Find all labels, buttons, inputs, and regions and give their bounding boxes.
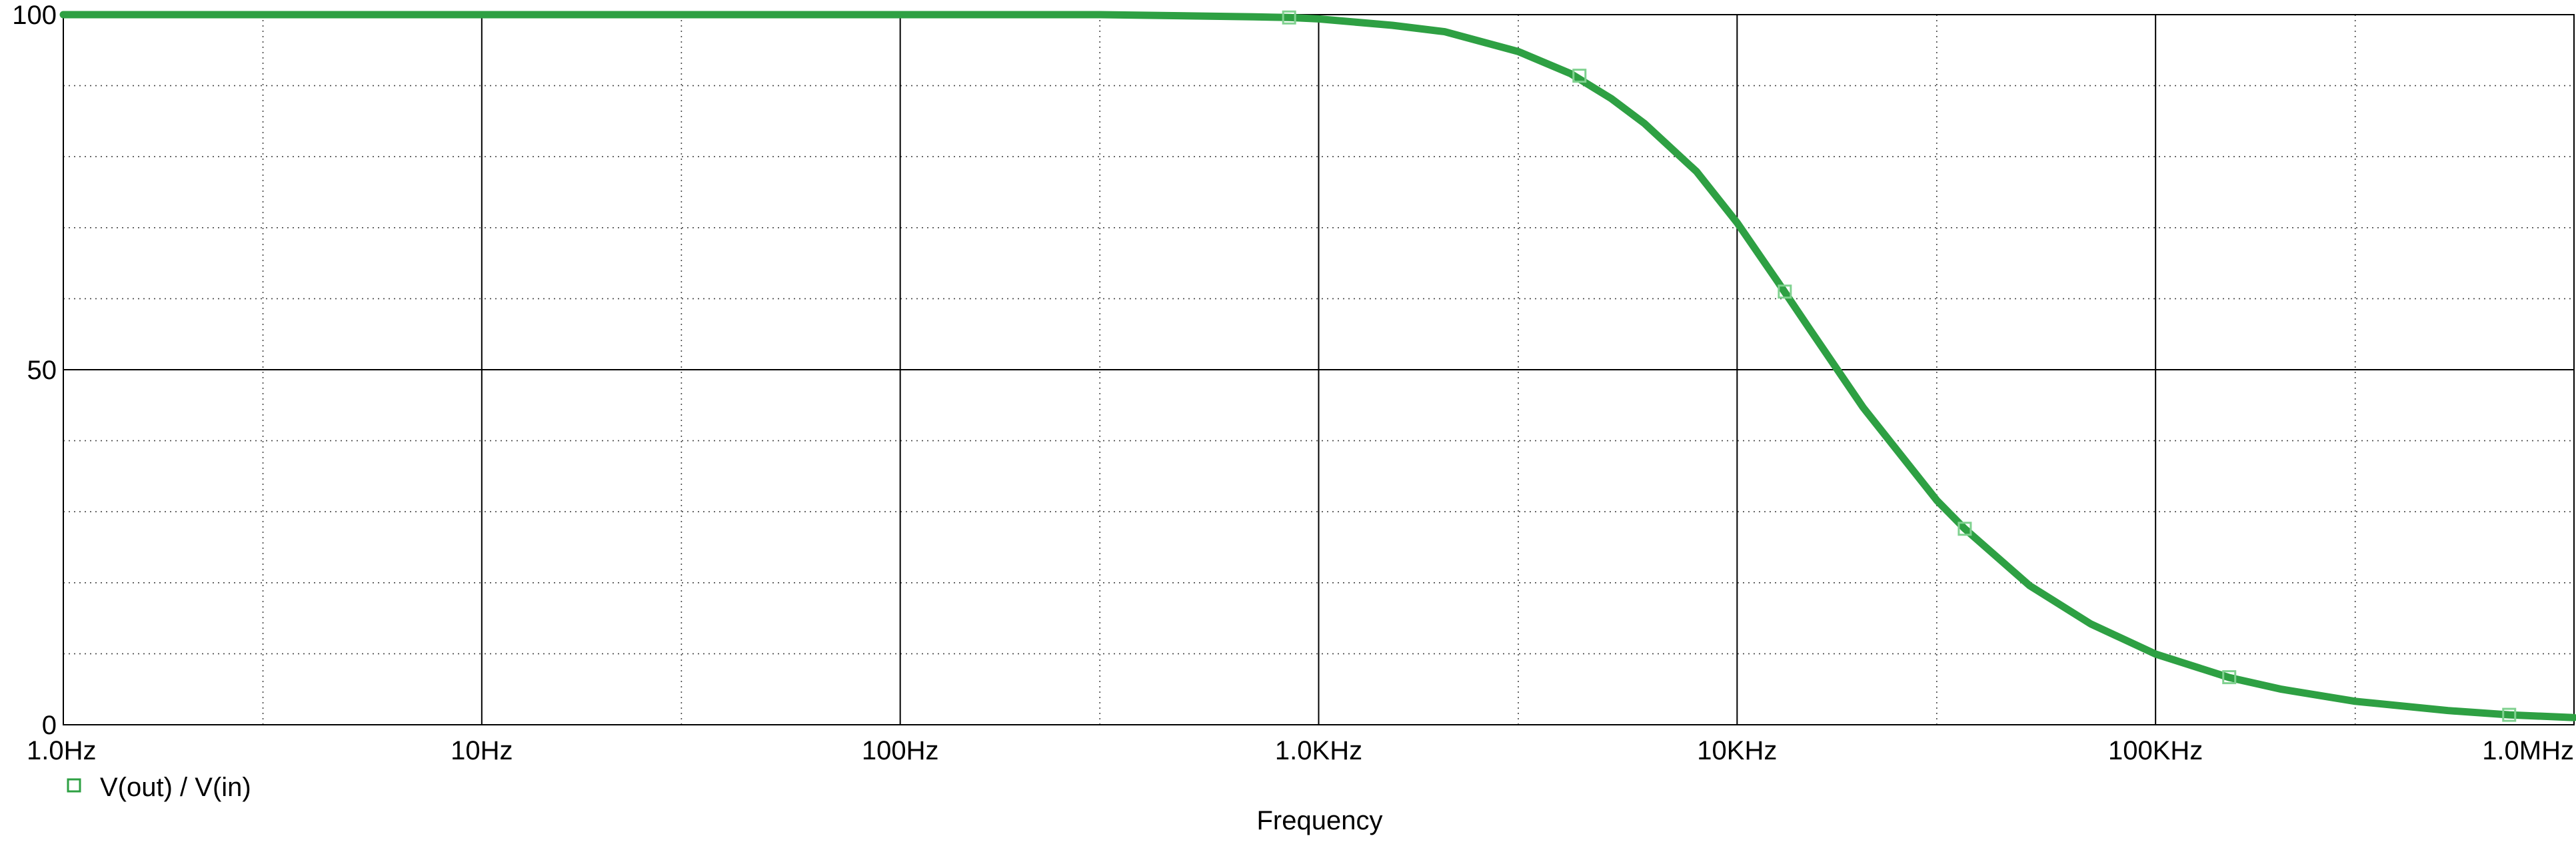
series-layer — [59, 11, 2576, 721]
data-marker — [1572, 69, 1587, 83]
minor-grid — [63, 15, 2574, 725]
legend: V(out) / V(in) — [67, 773, 251, 802]
x-tick-label: 100Hz — [862, 736, 939, 765]
data-marker — [2502, 707, 2517, 722]
x-tick-label: 1.0MHz — [2482, 736, 2574, 765]
x-tick-label: 10KHz — [1697, 736, 1777, 765]
x-axis-label: Frequency — [1257, 806, 1383, 835]
major-grid — [63, 14, 2575, 725]
x-tick-label: 10Hz — [451, 736, 513, 765]
plot-frame — [63, 14, 2575, 725]
y-tick-label: 50 — [27, 356, 57, 385]
data-marker — [1778, 284, 1792, 299]
y-tick-label: 100 — [12, 1, 57, 30]
legend-label: V(out) / V(in) — [100, 773, 251, 802]
marker-layer — [1282, 10, 2517, 722]
x-tick-label: 1.0KHz — [1275, 736, 1362, 765]
x-tick-label: 1.0Hz — [27, 736, 97, 765]
data-marker — [1282, 10, 1296, 25]
data-marker — [2222, 670, 2237, 685]
legend-marker-icon — [67, 778, 81, 793]
x-tick-labels: 1.0Hz 10Hz 100Hz 1.0KHz 10KHz 100KHz 1.0MHz — [27, 736, 2574, 765]
x-tick-label: 100KHz — [2108, 736, 2203, 765]
y-tick-label: 0 — [42, 711, 57, 740]
data-marker — [1957, 522, 1972, 536]
y-tick-labels: 0 50 100 — [12, 1, 57, 740]
series-line — [59, 11, 2576, 721]
